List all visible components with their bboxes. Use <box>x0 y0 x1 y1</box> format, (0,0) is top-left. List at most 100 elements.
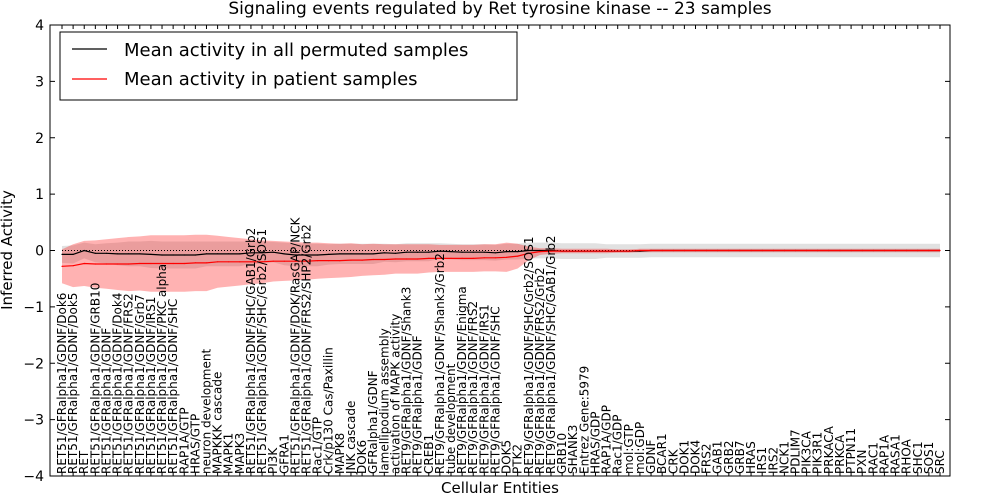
y-tick-label: 0 <box>35 244 44 260</box>
x-tick-label: RET51/GFRalpha1/GDNF/DOK/RasGAP/NCK <box>288 216 302 474</box>
data-point <box>494 257 496 259</box>
x-tick-label: RET51/GFRalpha1/GDNF/FRS2/SHP2/Grb2 <box>300 224 314 474</box>
data-point <box>205 262 208 264</box>
x-tick-label: CRK <box>666 448 680 474</box>
data-point <box>394 252 396 254</box>
data-point <box>528 252 530 254</box>
data-point <box>317 254 319 256</box>
x-tick-label: SOS1 <box>922 442 936 474</box>
x-tick-label: RET9/GFRalpha1/GDNF/IRS1 <box>477 304 491 474</box>
data-point <box>494 252 496 254</box>
std-band-series-1 <box>62 234 940 292</box>
data-point <box>272 251 274 253</box>
x-axis: RET51/GFRalpha1/GDNF/Dok6RET51/GFRalpha1… <box>55 25 947 476</box>
data-point <box>850 249 852 252</box>
data-point <box>917 249 919 252</box>
data-point <box>128 263 130 265</box>
data-point <box>294 260 296 262</box>
data-point <box>128 253 130 255</box>
data-point <box>150 262 152 265</box>
data-point <box>83 249 85 252</box>
data-point <box>61 265 63 267</box>
x-tick-label: Entrez Gene:5979 <box>577 366 591 474</box>
data-point <box>61 253 63 255</box>
x-tick-label: RAP1A/GDP <box>600 405 614 474</box>
data-point <box>428 251 430 253</box>
data-point <box>794 249 797 252</box>
y-tick-label: −1 <box>23 300 44 316</box>
data-point <box>750 249 752 252</box>
y-axis-label: Inferred Activity <box>0 190 16 310</box>
x-tick-label: HRAS/GDP <box>589 411 603 474</box>
x-tick-label: Rac1/GDP <box>611 415 625 474</box>
data-point <box>261 252 263 254</box>
data-point <box>283 253 285 255</box>
x-tick-label: mol:GDP <box>633 422 647 474</box>
data-point <box>528 249 530 252</box>
data-point <box>194 262 196 264</box>
data-point <box>861 249 863 252</box>
data-point <box>105 252 108 254</box>
x-tick-label: DOK6 <box>355 440 369 474</box>
data-point <box>928 249 930 252</box>
y-tick-label: 1 <box>35 187 44 203</box>
x-tick-label: RET51/GFRalpha1/GDNF/SHC <box>166 299 180 474</box>
y-tick-label: −2 <box>23 356 44 372</box>
data-point <box>94 263 96 265</box>
data-point <box>683 249 686 252</box>
x-tick-label: GRB2 <box>722 440 736 474</box>
x-tick-label: RET9/GFRalpha1/GDNF/Shank3 <box>400 287 414 474</box>
data-point <box>872 249 874 252</box>
data-point <box>694 249 697 252</box>
x-tick-label: RAP1A <box>877 434 891 474</box>
y-tick-label: 4 <box>35 18 44 34</box>
data-point <box>761 249 763 252</box>
chart-title: Signaling events regulated by Ret tyrosi… <box>228 0 771 19</box>
x-tick-label: RET9/GFRalpha1/GDNF/SHC/Grb2/SOS1 <box>522 236 536 474</box>
x-tick-label: NCK1 <box>777 441 791 474</box>
data-point <box>439 257 441 259</box>
data-point <box>305 260 308 262</box>
data-point <box>272 260 274 262</box>
data-point <box>361 253 363 255</box>
x-tick-label: RET51/GFRalpha1/GDNF/IRS1 <box>144 297 158 474</box>
x-tick-label: Crk/p130 Cas/Paxillin <box>322 347 336 474</box>
data-point <box>594 250 597 252</box>
x-tick-label: JNK cascade <box>344 401 358 475</box>
data-point <box>72 265 74 267</box>
data-point <box>728 249 730 252</box>
data-point <box>606 250 608 252</box>
data-point <box>105 263 108 265</box>
x-tick-label: RET <box>77 450 91 474</box>
x-tick-label: CREB1 <box>422 434 436 474</box>
x-tick-label: GFRA1 <box>277 434 291 474</box>
series-lines <box>61 249 941 267</box>
x-tick-label: PI3K <box>266 447 280 474</box>
y-tick-label: −3 <box>23 413 44 429</box>
x-tick-label: DOK4 <box>689 440 703 474</box>
x-tick-label: SRC <box>933 450 947 474</box>
data-point <box>483 251 485 253</box>
data-point <box>483 257 485 259</box>
data-point <box>572 250 574 252</box>
data-point <box>472 251 474 253</box>
data-point <box>417 251 419 253</box>
data-point <box>328 253 330 255</box>
x-tick-label: PTK2 <box>511 444 525 474</box>
data-point <box>250 261 252 263</box>
x-tick-label: IRS1 <box>755 447 769 474</box>
data-point <box>205 253 208 255</box>
data-point <box>339 253 341 255</box>
x-tick-label: mol:GTP <box>622 424 636 474</box>
x-tick-label: RHOA <box>900 438 914 474</box>
data-point <box>739 249 741 252</box>
data-point <box>339 260 341 262</box>
y-tick-label: 2 <box>35 131 44 147</box>
x-tick-label: RET51/GFRalpha1/GDNF/SHC/GAB1/Grb2 <box>244 228 258 474</box>
x-tick-label: tube development <box>444 363 458 474</box>
data-point <box>450 257 452 259</box>
x-tick-label: GAB1 <box>711 441 725 474</box>
x-tick-label: SHANK3 <box>566 425 580 474</box>
data-point <box>250 252 252 254</box>
x-tick-label: GRB7 <box>733 440 747 474</box>
